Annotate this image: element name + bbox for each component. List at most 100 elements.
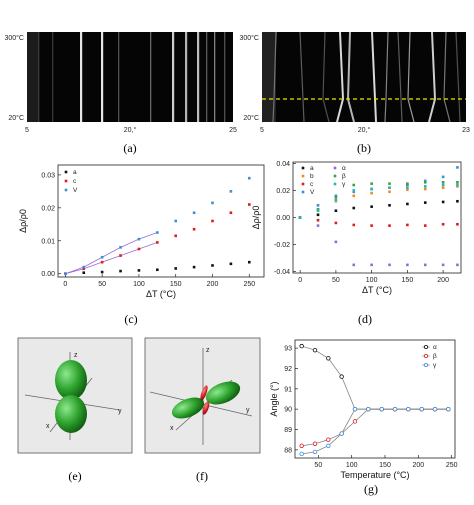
y-tick-label: 92 — [284, 366, 292, 373]
streak — [214, 32, 216, 122]
legend-marker — [423, 362, 428, 367]
data-point — [352, 194, 356, 198]
legend-marker — [301, 174, 305, 178]
data-point — [370, 191, 373, 195]
data-point — [441, 175, 445, 179]
fit-line — [65, 242, 158, 275]
panel-a-heatmap — [27, 32, 233, 122]
panel-e-upper-lobe — [55, 360, 87, 400]
data-point — [312, 347, 318, 353]
x-tick-label: 150 — [379, 462, 391, 469]
legend-marker — [64, 179, 68, 183]
panel-c-caption: (c) — [124, 312, 137, 326]
legend-entry: a — [73, 169, 77, 176]
data-point — [370, 224, 373, 227]
data-point — [316, 208, 320, 211]
legend-entry: V — [73, 187, 78, 194]
data-point — [119, 269, 122, 273]
data-point — [156, 268, 159, 272]
plot-frame — [57, 164, 265, 278]
data-point — [229, 262, 233, 266]
data-point — [456, 199, 459, 203]
data-point — [137, 237, 141, 241]
series-3 — [298, 166, 459, 219]
data-point — [174, 219, 178, 223]
data-point — [82, 265, 86, 269]
streak-glow — [262, 32, 276, 122]
x-tick-label: 100 — [133, 281, 145, 288]
x-tick-label: 150 — [402, 277, 414, 284]
panel-b-x-left: 5 — [260, 127, 264, 134]
data-point — [456, 166, 459, 169]
data-point — [137, 269, 141, 272]
panel-f-left-lobe — [171, 397, 205, 419]
streak — [224, 32, 226, 122]
data-point — [456, 185, 459, 188]
streak — [428, 31, 437, 123]
data-point — [334, 209, 338, 213]
legend-entry: c — [73, 178, 77, 185]
data-point — [352, 189, 356, 192]
legend-marker — [64, 188, 68, 192]
streak — [197, 32, 200, 122]
data-point — [406, 263, 409, 267]
y-tick-label: 0.00 — [41, 271, 55, 278]
panel-b-caption: (b) — [357, 141, 371, 155]
data-point — [211, 219, 214, 223]
x-tick-label: 100 — [366, 277, 378, 284]
data-point — [423, 263, 427, 267]
data-point — [423, 179, 427, 183]
data-point — [339, 431, 344, 436]
series-2 — [299, 406, 451, 457]
streak — [272, 31, 277, 123]
data-point — [406, 188, 409, 192]
y-tick-label: 0.04 — [276, 161, 290, 168]
panel-d-caption: (d) — [358, 312, 372, 326]
data-point — [388, 186, 391, 190]
legend-entry: γ — [433, 362, 437, 369]
panel-b-x-right: 23 — [462, 127, 470, 134]
data-point — [406, 223, 409, 227]
y-axis-label: Δρ/ρ0 — [251, 206, 261, 230]
legend: αβγ — [422, 344, 437, 369]
data-point — [419, 406, 424, 412]
y-tick-label: 88 — [284, 447, 292, 454]
data-point — [446, 406, 451, 412]
data-point — [137, 247, 141, 251]
series-0 — [299, 343, 451, 412]
y-tick-label: 0.03 — [41, 172, 55, 179]
series-1 — [64, 203, 251, 276]
x-tick-label: 50 — [98, 281, 106, 288]
data-point — [441, 183, 445, 187]
legend-marker — [64, 170, 68, 174]
series-6 — [298, 183, 459, 219]
data-point — [388, 263, 391, 267]
data-point — [423, 187, 427, 191]
legend-entry: b — [310, 173, 314, 180]
data-point — [456, 183, 459, 187]
legend-marker — [301, 166, 305, 170]
legend-entry: α — [433, 344, 437, 351]
series-0 — [298, 199, 459, 219]
panel-e-caption: (e) — [68, 469, 81, 483]
x-tick-label: 0 — [63, 281, 67, 288]
streak — [397, 31, 403, 123]
data-point — [406, 182, 409, 185]
y-tick-label: -0.04 — [274, 269, 290, 276]
data-point — [456, 222, 459, 226]
data-point — [352, 406, 358, 412]
panel-b-y-bottom: 20°C — [243, 114, 259, 122]
x-axis-label: ΔT (°C) — [146, 289, 176, 299]
legend-marker — [333, 166, 337, 170]
legend-marker — [301, 182, 305, 186]
panel-a-x-mid: 20,° — [124, 126, 137, 134]
panel-f-caption: (f) — [196, 469, 208, 483]
legend-entry: V — [310, 189, 315, 196]
data-point — [423, 224, 427, 227]
data-point — [119, 246, 122, 249]
legend-entry: c — [310, 181, 314, 188]
data-point — [326, 356, 331, 361]
data-point — [388, 190, 391, 194]
series-line — [301, 408, 449, 455]
